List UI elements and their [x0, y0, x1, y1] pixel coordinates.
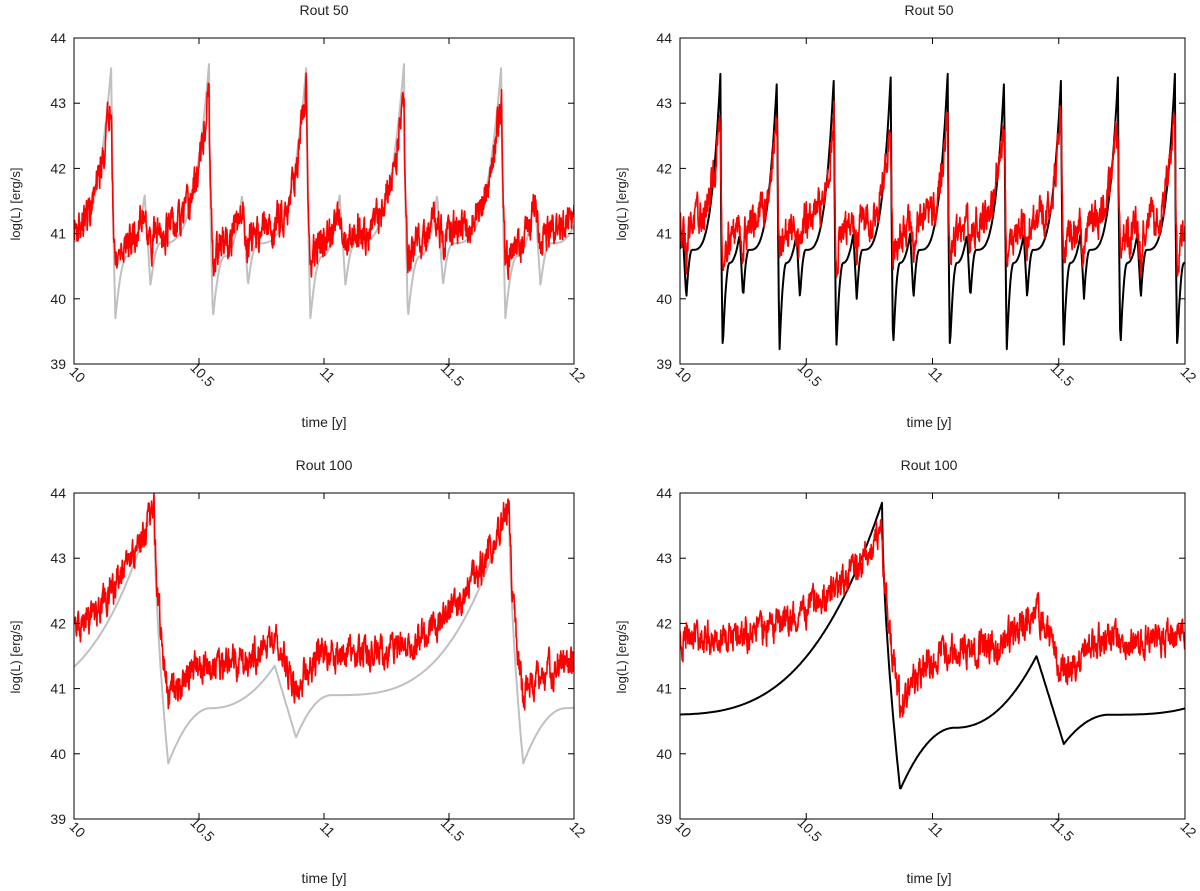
chart-title: Rout 100 [901, 457, 958, 473]
y-axis-label: log(L) [erg/s] [8, 621, 23, 694]
panel-bottom-right: Rout 100 log(L) [erg/s] time [y] 39 40 41 4… [614, 457, 1200, 886]
y-axis-label: log(L) [erg/s] [614, 621, 629, 694]
x-tick-label: 10 [672, 363, 694, 385]
y-tick-label: 43 [656, 550, 672, 566]
y-tick-label: 42 [656, 160, 672, 176]
chart-title: Rout 100 [296, 457, 353, 473]
y-tick-label: 40 [656, 291, 672, 307]
series-line-simulation [680, 100, 1185, 278]
plot-frame [679, 492, 1186, 820]
y-tick-label: 40 [50, 291, 66, 307]
x-tick-label: 10 [672, 818, 694, 840]
y-tick-label: 39 [50, 356, 66, 372]
x-tick-label: 12 [566, 818, 588, 840]
x-tick-label: 11 [925, 819, 947, 841]
y-tick-label: 43 [656, 95, 672, 111]
y-tick-label: 41 [50, 681, 66, 697]
y-tick-label: 44 [50, 30, 66, 46]
y-tick-label: 42 [50, 615, 66, 631]
x-tick-label: 12 [1177, 363, 1199, 385]
y-tick-label: 43 [50, 550, 66, 566]
series-line-simulation [74, 493, 574, 711]
panel-top-right: Rout 50 log(L) [erg/s] time [y] 39 40 41 42… [614, 2, 1200, 430]
y-tick-label: 44 [656, 485, 672, 501]
y-tick-label: 44 [50, 485, 66, 501]
y-axis-label: log(L) [erg/s] [8, 168, 23, 241]
x-tick-label: 11 [317, 364, 339, 386]
x-tick-label: 11 [317, 819, 339, 841]
x-axis-label: time [y] [301, 870, 346, 886]
y-tick-label: 41 [656, 681, 672, 697]
y-tick-label: 43 [50, 95, 66, 111]
series-line-model [680, 501, 1185, 790]
y-tick-label: 39 [50, 811, 66, 827]
chart-title: Rout 50 [299, 2, 348, 18]
y-tick-label: 42 [50, 160, 66, 176]
x-axis-label: time [y] [906, 414, 951, 430]
chart-title: Rout 50 [904, 2, 953, 18]
y-tick-label: 41 [50, 226, 66, 242]
y-tick-label: 39 [656, 356, 672, 372]
y-axis-label: log(L) [erg/s] [614, 168, 629, 241]
x-axis-label: time [y] [906, 870, 951, 886]
y-tick-label: 40 [656, 746, 672, 762]
y-tick-label: 40 [50, 746, 66, 762]
y-tick-label: 44 [656, 30, 672, 46]
series-line-model [74, 63, 574, 320]
x-axis-label: time [y] [301, 414, 346, 430]
y-tick-label: 42 [656, 615, 672, 631]
y-tick-label: 39 [656, 811, 672, 827]
y-tick-label: 41 [656, 226, 672, 242]
panel-bottom-left: Rout 100 log(L) [erg/s] time [y] 39 40 41 4… [8, 457, 589, 886]
x-tick-label: 11 [925, 364, 947, 386]
panel-top-left: Rout 50 log(L) [erg/s] time [y] 39 40 41 42… [8, 2, 589, 430]
x-tick-label: 10 [66, 818, 88, 840]
x-tick-label: 10 [66, 363, 88, 385]
series-line-simulation [680, 518, 1185, 719]
x-tick-label: 12 [1177, 818, 1199, 840]
series-line-simulation [74, 72, 574, 281]
x-tick-label: 12 [566, 363, 588, 385]
